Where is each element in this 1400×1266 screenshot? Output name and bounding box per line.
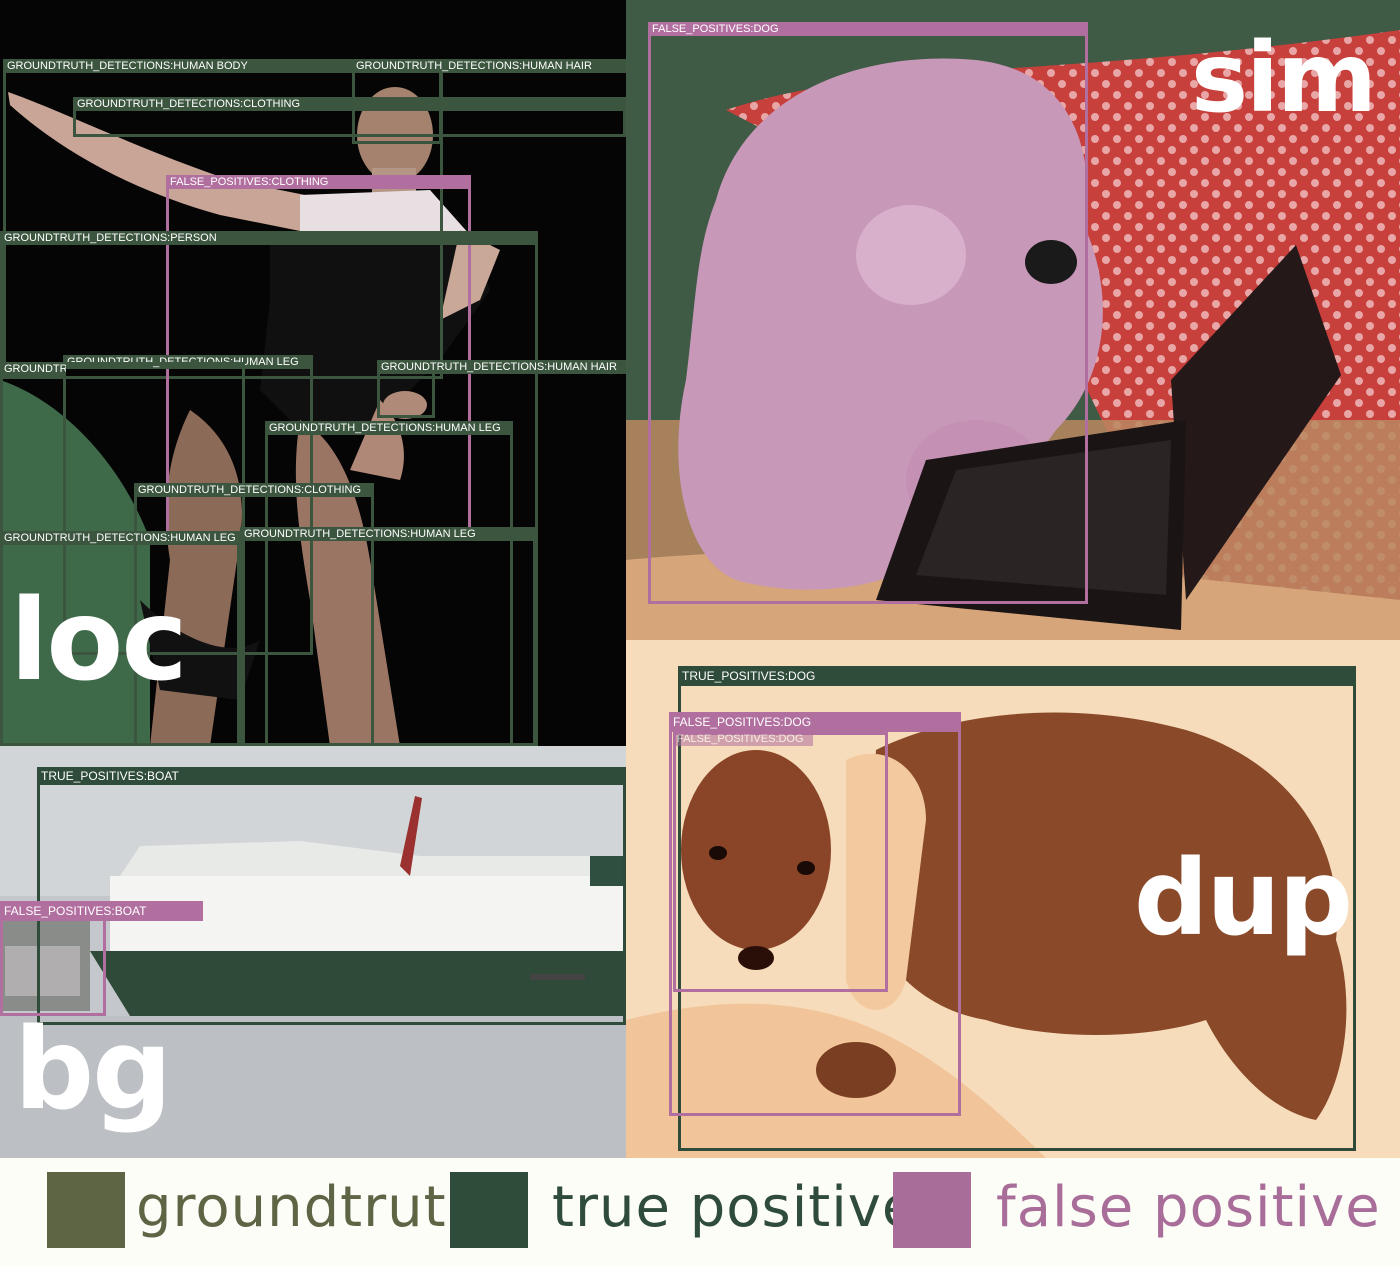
tp-box-boat — [37, 767, 626, 1025]
dup-panel: TRUE_POSITIVES:DOG FALSE_POSITIVES:DOG F… — [626, 640, 1400, 1158]
legend-swatch-true-positive — [450, 1172, 528, 1248]
legend-swatch-false-positive — [893, 1172, 971, 1248]
fp-box-dog-2 — [673, 732, 888, 992]
sim-category-label: sim — [1191, 22, 1377, 134]
loc-panel: GROUNDTRUTH_DETECTIONS:HUMAN BODY GROUND… — [0, 0, 626, 746]
gt-label-human-leg-3: GROUNDTRUTH_DETECTIONS:HUMAN LEG — [0, 531, 240, 545]
gt-label-human-hair-1: GROUNDTRUTH_DETECTIONS:HUMAN HAIR — [352, 59, 626, 73]
legend-label-true-positive: true positive — [552, 1175, 918, 1240]
legend-label-false-positive: false positive — [996, 1175, 1381, 1240]
sim-scene — [626, 30, 1400, 640]
gt-label-human-body-1: GROUNDTRUTH_DETECTIONS:HUMAN BODY — [3, 59, 353, 73]
fp-label-clothing: FALSE_POSITIVES:CLOTHING — [166, 175, 471, 189]
fp-label-dog-1: FALSE_POSITIVES:DOG — [669, 712, 961, 732]
fp-label-dog-2: FALSE_POSITIVES:DOG — [673, 732, 813, 746]
legend: groundtruth true positive false positive — [0, 1158, 1400, 1266]
gt-box-human-leg-4 — [240, 527, 536, 746]
fp-box-dog-sim — [648, 22, 1088, 604]
gt-label-human-leg-4: GROUNDTRUTH_DETECTIONS:HUMAN LEG — [240, 527, 536, 541]
fp-label-boat: FALSE_POSITIVES:BOAT — [0, 901, 203, 921]
legend-swatch-groundtruth — [47, 1172, 125, 1248]
bg-category-label: bg — [14, 1005, 172, 1135]
loc-category-label: loc — [10, 576, 188, 706]
sim-panel: FALSE_POSITIVES:DOG sim — [626, 0, 1400, 640]
dup-category-label: dup — [1134, 837, 1353, 959]
bg-panel: TRUE_POSITIVES:BOAT FALSE_POSITIVES:BOAT… — [0, 746, 626, 1158]
tp-label-boat: TRUE_POSITIVES:BOAT — [37, 767, 626, 785]
fp-label-dog-sim: FALSE_POSITIVES:DOG — [648, 22, 1088, 36]
gt-label-clothing-2: GROUNDTRUTH_DETECTIONS:CLOTHING — [134, 483, 374, 497]
gt-label-human-hair-2: GROUNDTRUTH_DETECTIONS:HUMAN HAIR — [377, 360, 626, 374]
gt-label-clothing-1: GROUNDTRUTH_DETECTIONS:CLOTHING — [73, 97, 626, 111]
gt-label-human-leg-2: GROUNDTRUTH_DETECTIONS:HUMAN LEG — [265, 421, 513, 435]
legend-label-groundtruth: groundtruth — [136, 1175, 484, 1240]
gt-label-person: GROUNDTRUTH_DETECTIONS:PERSON — [0, 231, 538, 245]
tp-label-dog: TRUE_POSITIVES:DOG — [678, 666, 1356, 686]
dup-scene — [626, 640, 1400, 1158]
gt-label-human-body-2: GROUNDTRUTH_DETECTIONS:HUMAN BODY — [0, 362, 66, 376]
